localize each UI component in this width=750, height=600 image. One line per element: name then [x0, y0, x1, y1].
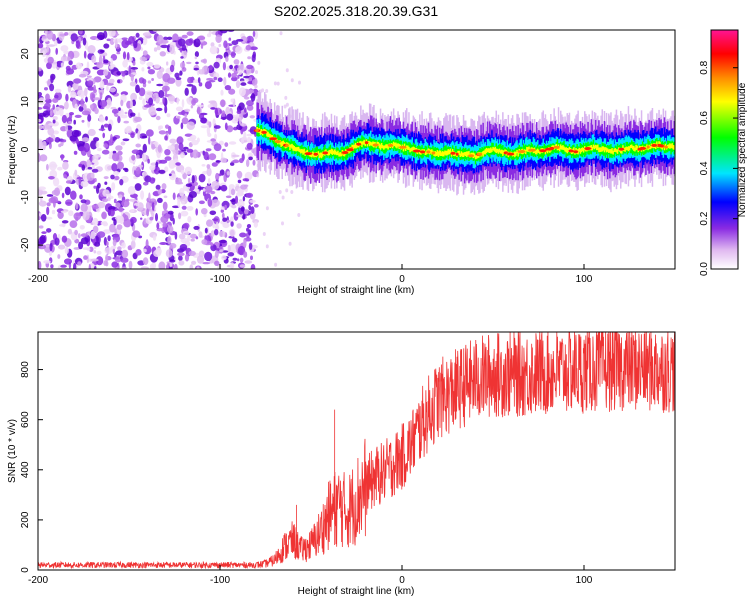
bot-xtick-label-2: 0: [399, 575, 405, 586]
colorbar: 0.0 0.2 0.4 0.6 0.8 Normalized spectral ampl…: [699, 29, 748, 276]
top-y-ticks: -20 -10 0 10 20: [20, 48, 43, 252]
snr-line: [38, 332, 675, 570]
top-ytick-label-4: 20: [20, 48, 31, 60]
top-x-axis-label: Height of straight line (km): [298, 285, 415, 296]
snr-panel: -200 -100 0 100 0 200 400 600 800 Height of str…: [7, 331, 676, 597]
snr-series: [38, 332, 675, 570]
colorbar-label: Normalized spectral amplitude: [737, 82, 748, 217]
top-ytick-label-3: 10: [20, 96, 31, 108]
bot-ytick-label-0: 0: [20, 567, 31, 573]
bottom-x-axis-label: Height of straight line (km): [298, 586, 415, 597]
top-ytick-label-2: 0: [20, 146, 31, 152]
top-xtick-label-0: -200: [28, 274, 48, 285]
bottom-plot-frame: [37, 331, 676, 571]
bot-ytick-label-1: 200: [20, 511, 31, 528]
top-xtick-label-1: -100: [210, 274, 230, 285]
bot-xtick-label-0: -200: [28, 575, 48, 586]
bot-ytick-label-3: 600: [20, 411, 31, 428]
top-ytick-label-0: -20: [20, 237, 31, 252]
colorbar-tick-label-4: 0.8: [699, 60, 710, 74]
colorbar-scale: [710, 29, 739, 270]
figure-title: S202.2025.318.20.39.G31: [274, 3, 438, 19]
colorbar-ticks: 0.0 0.2 0.4 0.6 0.8: [699, 60, 738, 276]
top-xtick-label-2: 0: [399, 274, 405, 285]
noise-region: [38, 30, 303, 269]
bot-ytick-label-4: 800: [20, 361, 31, 378]
colorbar-tick-label-0: 0.0: [699, 262, 710, 276]
top-xtick-label-3: 100: [576, 274, 593, 285]
colorbar-tick-label-3: 0.6: [699, 111, 710, 125]
frequency-ridge: [253, 90, 675, 196]
colorbar-tick-label-2: 0.4: [699, 161, 710, 175]
top-ytick-label-1: -10: [20, 190, 31, 205]
bot-ytick-label-2: 400: [20, 461, 31, 478]
bot-xtick-label-3: 100: [576, 575, 593, 586]
bottom-x-ticks: -200 -100 0 100: [28, 565, 593, 586]
bot-xtick-label-1: -100: [210, 575, 230, 586]
colorbar-tick-label-1: 0.2: [699, 211, 710, 225]
bottom-y-ticks: 0 200 400 600 800: [20, 361, 43, 573]
top-y-axis-label: Frequency (Hz): [7, 116, 18, 185]
bottom-y-axis-label: SNR (10 * v/v): [7, 419, 18, 483]
top-x-ticks: -200 -100 0 100: [28, 264, 593, 285]
